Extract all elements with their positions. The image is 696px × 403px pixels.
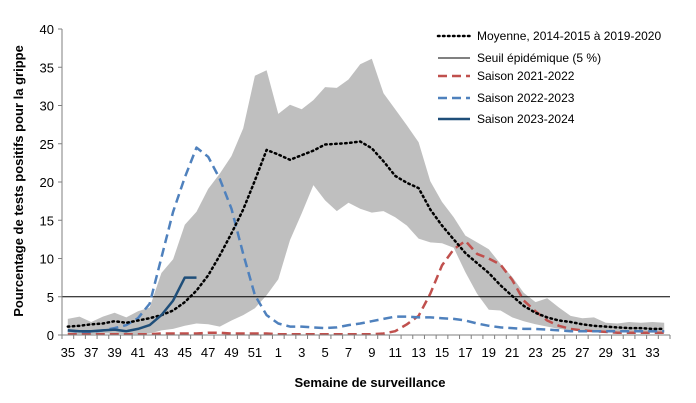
y-tick-label: 0 [47,328,54,343]
x-tick-label: 37 [84,345,98,360]
x-tick-label: 19 [482,345,496,360]
x-tick-label: 33 [645,345,659,360]
x-tick-label: 45 [178,345,192,360]
y-tick-label: 35 [40,60,54,75]
x-tick-label: 47 [201,345,215,360]
x-tick-label: 43 [154,345,168,360]
legend-item-threshold: Seuil épidémique (5 %) [438,51,601,65]
y-tick-label: 40 [40,22,54,37]
season-2022-2023-line [67,146,665,334]
x-tick-label: 49 [224,345,238,360]
legend-label-2021-2022: Saison 2021-2022 [477,69,575,83]
y-tick-labels: 0 5 10 15 20 25 30 35 40 [40,22,54,343]
x-tick-label: 23 [528,345,542,360]
legend-label-2022-2023: Saison 2022-2023 [477,91,575,105]
x-tick-label: 51 [248,345,262,360]
legend-label-2023-2024: Saison 2023-2024 [477,112,575,126]
series-layer [66,140,666,336]
legend-item-2022-2023: Saison 2022-2023 [438,91,575,105]
y-tick-label: 25 [40,137,54,152]
x-tick-label: 9 [368,345,375,360]
x-tick-label: 35 [61,345,75,360]
x-tick-label: 21 [505,345,519,360]
y-tick-label: 5 [47,290,54,305]
y-tick-label: 20 [40,175,54,190]
y-tick-label: 15 [40,213,54,228]
x-tick-label: 29 [598,345,612,360]
season-2021-2022-line [67,239,665,336]
legend-item-mean: Moyenne, 2014-2015 à 2019-2020 [436,29,661,43]
x-tick-label: 17 [458,345,472,360]
legend-item-2021-2022: Saison 2021-2022 [438,69,575,83]
x-tick-label: 5 [321,345,328,360]
x-tick-label: 41 [131,345,145,360]
y-axis-title: Pourcentage de tests positifs pour la gr… [11,45,26,317]
range-band-layer [67,58,665,335]
x-tick-label: 11 [388,345,402,360]
x-tick-label: 15 [435,345,449,360]
x-tick-labels: 35 37 39 41 43 45 47 49 51 1 3 5 7 9 11 13 15 17 19 21 23 25 2… [61,345,660,360]
x-tick-label: 3 [298,345,305,360]
y-tick-label: 10 [40,252,54,267]
x-tick-label: 13 [411,345,425,360]
axes-layer [58,28,671,339]
legend-label-mean: Moyenne, 2014-2015 à 2019-2020 [477,29,661,43]
x-tick-label: 7 [345,345,352,360]
x-tick-label: 25 [552,345,566,360]
x-axis-title: Semaine de surveillance [294,375,445,390]
x-tick-label: 31 [622,345,636,360]
x-tick-label: 1 [275,345,282,360]
legend: Moyenne, 2014-2015 à 2019-2020 Seuil épi… [436,29,661,126]
range-band [67,58,665,335]
mean-line [66,140,666,331]
x-tick-label: 27 [575,345,589,360]
legend-label-threshold: Seuil épidémique (5 %) [477,51,601,65]
legend-item-2023-2024: Saison 2023-2024 [438,112,575,126]
x-tick-label: 39 [107,345,121,360]
season-2023-2024-line [67,276,197,333]
y-tick-label: 30 [40,99,54,114]
